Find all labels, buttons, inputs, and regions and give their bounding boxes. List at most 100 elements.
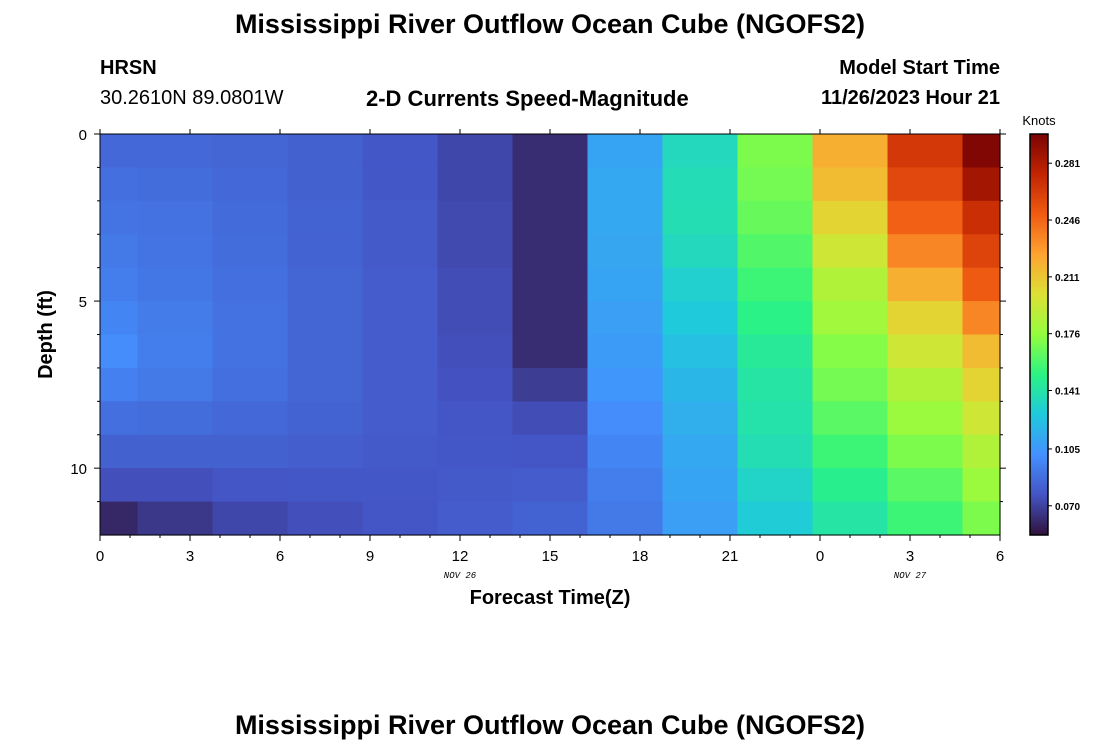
heatmap-cell [662, 468, 739, 503]
heatmap-cell [212, 367, 289, 402]
heatmap-cell [137, 367, 214, 402]
heatmap-cell [212, 167, 289, 202]
heatmap-cell [512, 501, 589, 536]
heatmap-cell [587, 367, 664, 402]
heatmap-cell [287, 334, 364, 369]
page-title: Mississippi River Outflow Ocean Cube (NG… [234, 9, 866, 39]
heatmap-cell [100, 134, 139, 169]
heatmap-cells [100, 134, 1001, 536]
heatmap-cell [587, 301, 664, 336]
heatmap-cell [737, 301, 814, 336]
heatmap-cell [100, 468, 139, 503]
heatmap-cell [212, 134, 289, 169]
heatmap-cell [662, 434, 739, 469]
heatmap-cell [362, 234, 439, 269]
heatmap-cell [137, 234, 214, 269]
heatmap-cell [662, 200, 739, 235]
heatmap-cell [662, 234, 739, 269]
heatmap-cell [737, 401, 814, 436]
heatmap-cell [100, 167, 139, 202]
heatmap-cell [512, 301, 589, 336]
heatmap-cell [137, 301, 214, 336]
heatmap-cell [737, 167, 814, 202]
heatmap-cell [587, 401, 664, 436]
heatmap-cell [662, 301, 739, 336]
heatmap-cell [437, 134, 514, 169]
heatmap-cell [962, 501, 1001, 536]
heatmap-cell [212, 468, 289, 503]
heatmap-cell [512, 401, 589, 436]
heatmap-cell [137, 134, 214, 169]
heatmap-cell [287, 468, 364, 503]
colorbar-tick-label: 0.105 [1055, 445, 1080, 456]
heatmap-cell [962, 434, 1001, 469]
heatmap-cell [737, 234, 814, 269]
y-tick-label: 5 [79, 294, 87, 311]
heatmap-cell [887, 134, 964, 169]
heatmap-cell [887, 501, 964, 536]
y-axis-label: Depth (ft) [35, 290, 57, 379]
heatmap-cell [962, 301, 1001, 336]
heatmap-cell [287, 301, 364, 336]
heatmap-cell [512, 334, 589, 369]
model-start-value: 11/26/2023 Hour 21 [820, 87, 1000, 109]
heatmap-cell [887, 234, 964, 269]
heatmap-cell [512, 200, 589, 235]
heatmap-cell [812, 334, 889, 369]
heatmap-cell [812, 167, 889, 202]
footer-title: Mississippi River Outflow Ocean Cube (NG… [234, 710, 866, 740]
model-start-label: Model Start Time [839, 57, 1000, 79]
heatmap-cell [362, 167, 439, 202]
heatmap-cell [137, 434, 214, 469]
heatmap-cell [962, 167, 1001, 202]
x-date-label: NOV 26 [444, 571, 477, 581]
heatmap-cell [212, 334, 289, 369]
colorbar-tick-label: 0.070 [1055, 502, 1080, 513]
colorbar-tick-label: 0.281 [1055, 159, 1080, 170]
heatmap-cell [812, 367, 889, 402]
x-tick-label: 12 [452, 548, 469, 565]
heatmap-cell [137, 334, 214, 369]
heatmap-cell [812, 134, 889, 169]
heatmap-cell [100, 200, 139, 235]
heatmap-cell [662, 401, 739, 436]
heatmap-cell [587, 334, 664, 369]
heatmap-cell [587, 434, 664, 469]
heatmap-cell [437, 401, 514, 436]
heatmap-cell [287, 267, 364, 302]
heatmap-cell [662, 367, 739, 402]
heatmap-cell [137, 401, 214, 436]
heatmap-cell [512, 468, 589, 503]
heatmap-cell [287, 367, 364, 402]
heatmap-cell [962, 367, 1001, 402]
heatmap-cell [362, 334, 439, 369]
heatmap-cell [887, 167, 964, 202]
heatmap-cell [812, 200, 889, 235]
heatmap-cell [437, 301, 514, 336]
heatmap-cell [812, 401, 889, 436]
x-tick-label: 15 [542, 548, 559, 565]
heatmap-cell [737, 501, 814, 536]
heatmap-cell [587, 468, 664, 503]
heatmap-cell [737, 200, 814, 235]
heatmap-cell [737, 468, 814, 503]
heatmap-cell [587, 134, 664, 169]
x-tick-label: 0 [96, 548, 104, 565]
heatmap-cell [587, 200, 664, 235]
colorbar-gradient [1029, 133, 1049, 536]
heatmap-cell [287, 434, 364, 469]
heatmap-cell [662, 334, 739, 369]
x-tick-label: 6 [276, 548, 284, 565]
heatmap-cell [887, 301, 964, 336]
x-tick-label: 21 [722, 548, 739, 565]
heatmap-cell [100, 401, 139, 436]
heatmap-cell [100, 334, 139, 369]
heatmap-cell [362, 434, 439, 469]
heatmap-cell [100, 301, 139, 336]
heatmap-cell [512, 134, 589, 169]
heatmap-cell [662, 167, 739, 202]
heatmap-cell [100, 434, 139, 469]
heatmap-cell [100, 267, 139, 302]
heatmap-cell [212, 401, 289, 436]
y-tick-label: 0 [79, 127, 87, 144]
